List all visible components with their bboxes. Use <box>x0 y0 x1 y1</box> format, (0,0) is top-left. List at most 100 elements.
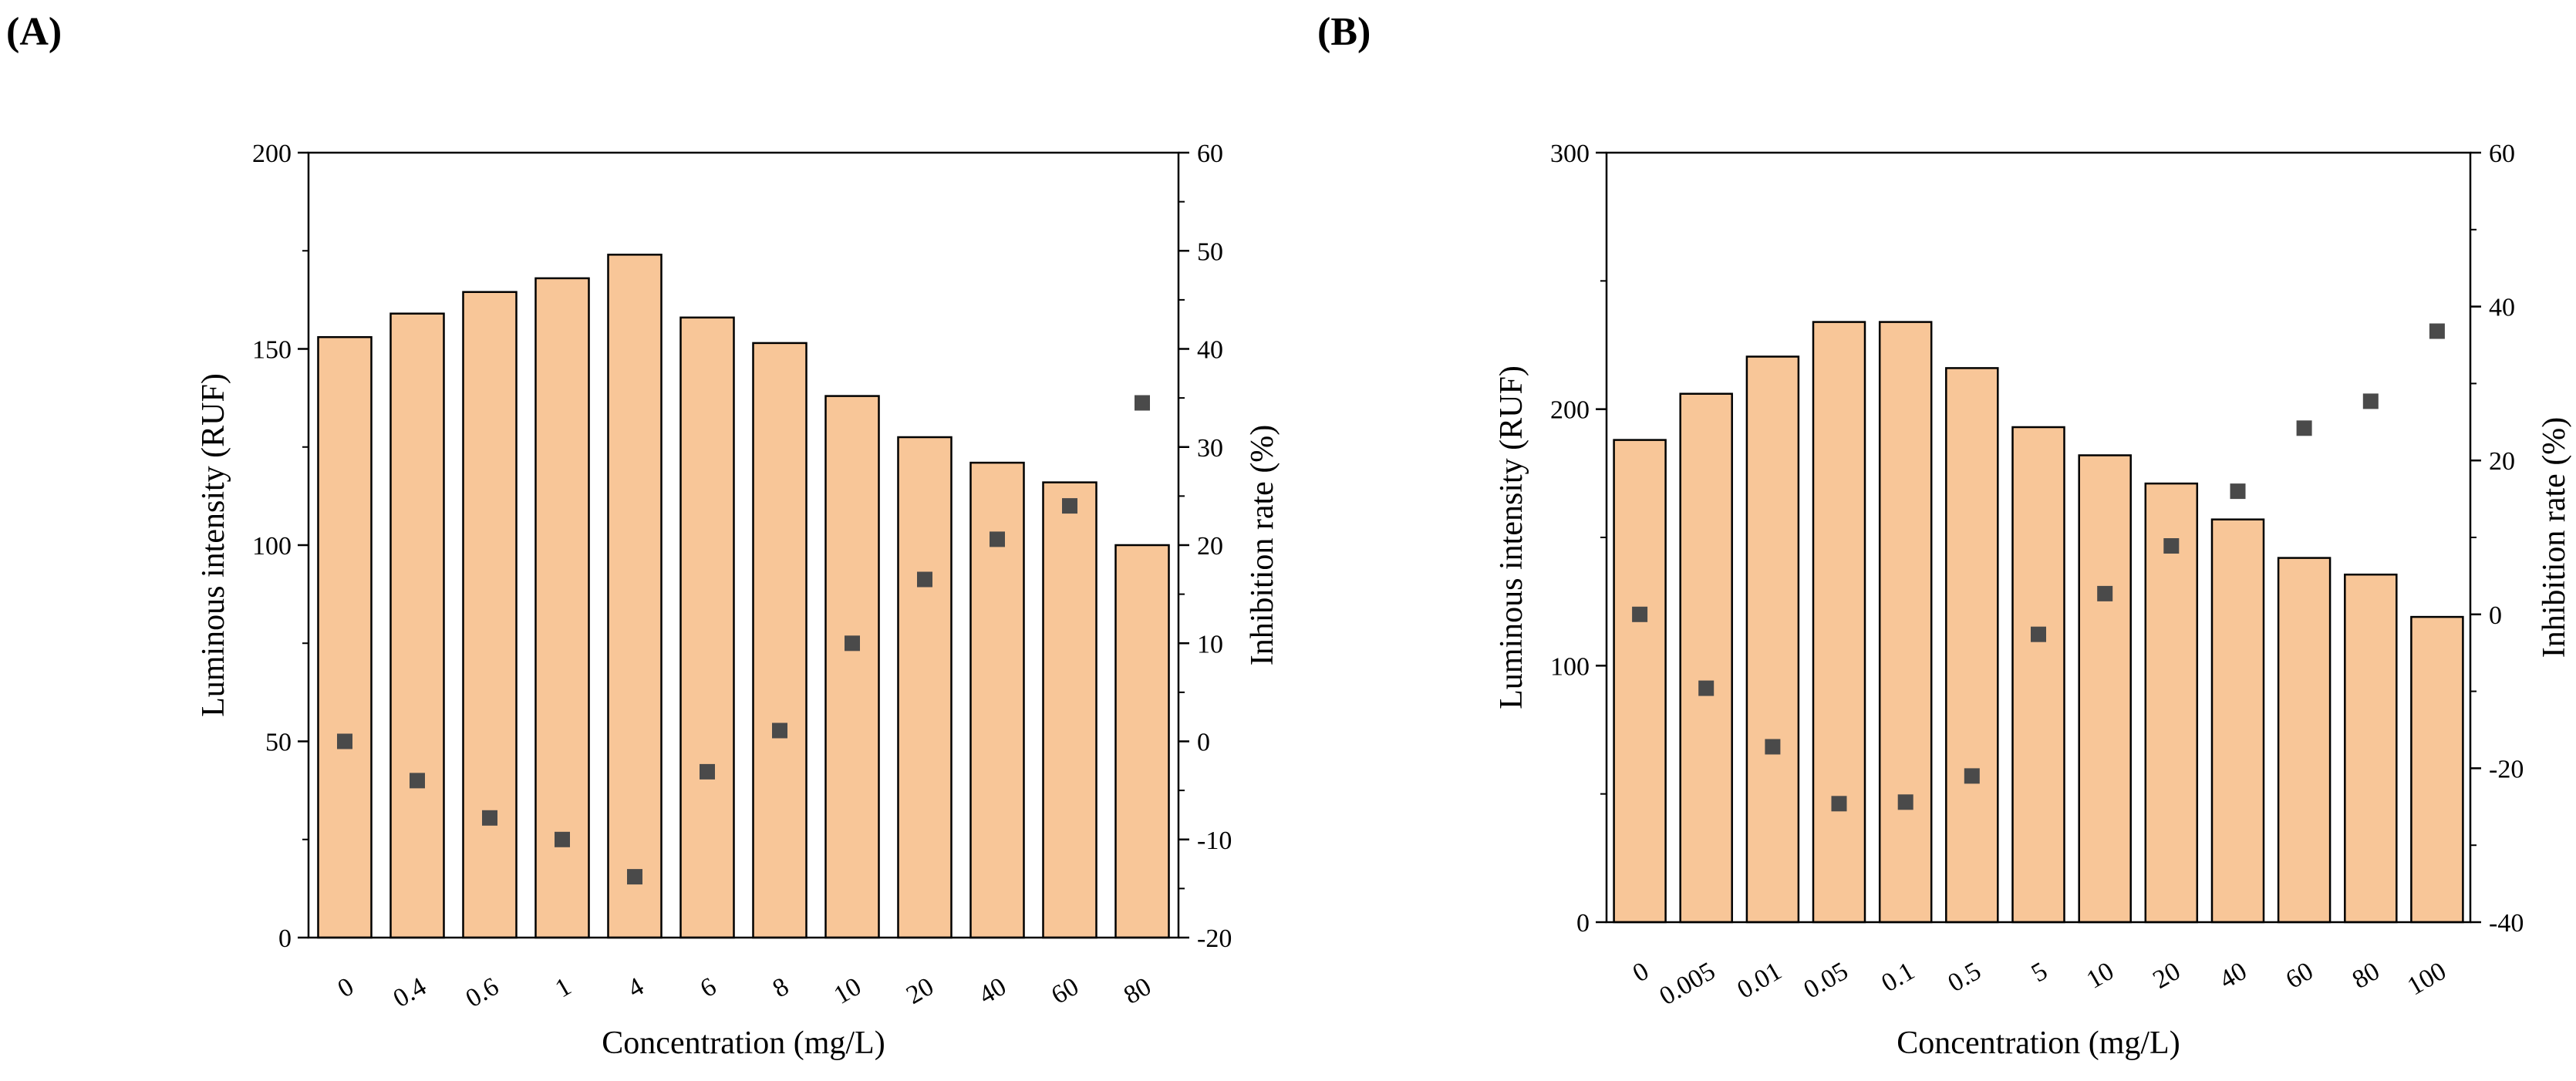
y-tick-label: 100 <box>1550 652 1590 681</box>
x-tick-label-6: 6 <box>696 972 721 1004</box>
point-0-1 <box>1897 794 1913 810</box>
y-tick-label: 50 <box>265 729 292 757</box>
x-tick-label-4: 4 <box>623 972 649 1004</box>
y2-tick-label: 50 <box>1197 237 1223 266</box>
y2-tick-label: -20 <box>2489 755 2524 783</box>
bar-0-4 <box>389 312 445 939</box>
x-tick-label-8: 8 <box>768 972 794 1004</box>
point-0-5 <box>1964 768 1980 784</box>
x-tick-label-20: 20 <box>902 972 939 1010</box>
bar-80 <box>2344 573 2398 924</box>
bar-40 <box>2210 518 2265 924</box>
point-60 <box>2296 420 2312 436</box>
x-tick-label-0-005: 0.005 <box>1654 957 1720 1011</box>
panel-label-a: (A) <box>6 10 62 54</box>
y2-axis-title: Inhibition rate (%) <box>1245 425 1280 666</box>
point-4 <box>627 869 642 885</box>
bar-80 <box>1114 544 1170 939</box>
bar-10 <box>824 395 880 939</box>
y-tick-label: 150 <box>252 336 292 365</box>
y2-tick-label: 20 <box>1197 532 1223 561</box>
bar-60 <box>1042 481 1097 939</box>
y2-tick-label: 60 <box>2489 140 2515 168</box>
y-tick-label: 100 <box>252 532 292 561</box>
bar-series <box>317 254 1170 939</box>
x-tick-label-0: 0 <box>1628 957 1654 988</box>
x-tick-label-80: 80 <box>1119 972 1156 1010</box>
x-tick-label-0-01: 0.01 <box>1732 957 1786 1005</box>
point-40 <box>2230 483 2246 500</box>
bar-6 <box>679 316 735 939</box>
bar-0-6 <box>462 291 518 939</box>
scatter-series <box>337 395 1150 885</box>
x-tick-label-5: 5 <box>2027 957 2052 988</box>
chart-a: 0 50 100 150 200 -20 -10 0 10 20 30 40 50 60 0 0.4 0.6 1 4… <box>196 140 1280 1061</box>
y2-tick-label: -40 <box>2489 909 2524 938</box>
point-100 <box>2429 323 2445 339</box>
bar-60 <box>2277 557 2332 924</box>
bar-0-01 <box>1745 355 1800 924</box>
bar-20 <box>2144 482 2199 924</box>
x-tick-label-0-5: 0.5 <box>1944 957 1986 998</box>
x-axis-title: Concentration (mg/L) <box>1897 1025 2180 1061</box>
y-tick-label: 200 <box>252 140 292 168</box>
x-tick-label-0-6: 0.6 <box>461 972 504 1013</box>
bar-0-05 <box>1812 321 1866 924</box>
bar-0-5 <box>1945 367 1999 924</box>
bar-4 <box>607 254 663 939</box>
y-tick-label: 200 <box>1550 396 1590 425</box>
point-80 <box>2362 393 2379 409</box>
y2-axis-title: Inhibition rate (%) <box>2537 417 2572 658</box>
x-tick-label-0-05: 0.05 <box>1799 957 1853 1005</box>
y2-tick-label: 10 <box>1197 630 1223 658</box>
point-20 <box>917 571 932 588</box>
x-axis-title: Concentration (mg/L) <box>602 1025 885 1061</box>
x-tick-label-40: 40 <box>2215 957 2252 995</box>
x-tick-label-20: 20 <box>2148 957 2185 995</box>
bar-0 <box>1613 439 1667 924</box>
x-tick-label-80: 80 <box>2348 957 2385 995</box>
x-tick-label-10: 10 <box>2082 957 2119 995</box>
scatter-series <box>1632 323 2445 812</box>
bar-series <box>1613 321 2464 924</box>
x-tick-label-60: 60 <box>1047 972 1084 1010</box>
point-0 <box>337 733 352 749</box>
y2-tick-label: 30 <box>1197 434 1223 463</box>
x-tick-label-100: 100 <box>2402 957 2451 1002</box>
bar-0 <box>317 335 373 939</box>
x-tick-label-40: 40 <box>974 972 1011 1010</box>
point-6 <box>700 763 715 780</box>
bar-100 <box>2410 615 2464 924</box>
point-20 <box>2163 538 2180 554</box>
x-tick-label-10: 10 <box>829 972 866 1010</box>
point-0-4 <box>410 773 425 789</box>
point-8 <box>772 722 787 739</box>
bar-0-005 <box>1679 392 1733 924</box>
point-40 <box>990 531 1005 547</box>
point-0 <box>1632 606 1648 622</box>
y-axis-title: Luminous intensity (RUF) <box>1494 365 1529 709</box>
bar-20 <box>897 436 953 939</box>
point-10 <box>845 635 860 652</box>
point-0-01 <box>1765 739 1781 755</box>
x-tick-label-60: 60 <box>2281 957 2318 995</box>
x-tick-label-0: 0 <box>333 972 359 1004</box>
point-5 <box>2031 626 2046 642</box>
y2-tick-label: -20 <box>1197 924 1232 953</box>
x-tick-label-0-1: 0.1 <box>1876 957 1919 998</box>
panel-label-b: (B) <box>1317 10 1371 54</box>
y-axis-title: Luminous intensity (RUF) <box>196 373 231 717</box>
point-60 <box>1062 498 1077 514</box>
y-tick-label: 300 <box>1550 140 1590 168</box>
y2-tick-label: 40 <box>2489 294 2515 322</box>
bar-10 <box>2078 454 2132 924</box>
point-0-6 <box>482 810 497 826</box>
bar-5 <box>2011 426 2065 924</box>
y2-tick-label: 0 <box>2489 601 2502 630</box>
y2-tick-label: 0 <box>1197 729 1210 757</box>
y2-tick-label: 40 <box>1197 336 1223 365</box>
y2-tick-label: -10 <box>1197 827 1232 855</box>
y-tick-label: 0 <box>278 924 292 953</box>
